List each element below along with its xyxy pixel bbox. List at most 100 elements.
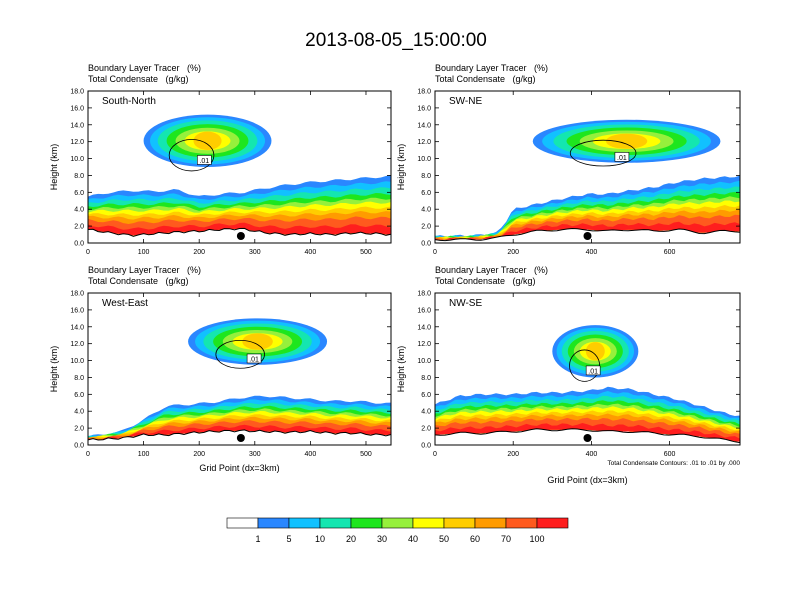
y-tick-label: 2.0: [421, 224, 431, 231]
upper-plume-band: [605, 133, 648, 149]
site-marker: [583, 434, 592, 442]
panel-west-east: .01 West-East 0.0 2.0 4.0 6.0 8.0 10.0 12.0 14.0 1…: [49, 291, 392, 473]
x-tick-label: 300: [249, 249, 261, 256]
panel-direction-label: NW-SE: [449, 298, 482, 309]
y-tick-label: 4.0: [74, 207, 84, 214]
y-tick-label: 10.0: [70, 156, 84, 163]
panel-direction-label: West-East: [102, 298, 148, 309]
panel-field-caption: Boundary Layer Tracer (%) Total Condensa…: [88, 265, 202, 286]
pbl-tracer-band: [435, 423, 740, 442]
x-tick-label: 0: [433, 249, 437, 256]
pbl-tracer-band: [435, 221, 740, 241]
y-tick-label: 2.0: [74, 224, 84, 231]
x-tick-label: 600: [664, 451, 676, 458]
terrain-line: [88, 429, 391, 441]
y-tick-label: 18.0: [417, 89, 431, 96]
y-tick-label: 14.0: [70, 324, 84, 331]
contour-label-box: [197, 155, 212, 165]
y-tick-label: 12.0: [70, 139, 84, 146]
terrain-line: [88, 227, 391, 237]
terrain-line: [435, 227, 740, 242]
x-tick-label: 0: [433, 451, 437, 458]
x-axis-label: Grid Point (dx=3km): [547, 475, 627, 485]
upper-plume-band: [193, 131, 222, 150]
y-axis-label: Height (km): [396, 346, 406, 393]
y-tick-label: 14.0: [70, 122, 84, 129]
y-tick-label: 0.0: [74, 241, 84, 248]
x-tick-label: 400: [586, 451, 598, 458]
y-tick-label: 6.0: [421, 190, 431, 197]
upper-plume-band: [242, 333, 273, 350]
y-tick-label: 12.0: [70, 341, 84, 348]
y-tick-label: 12.0: [417, 341, 431, 348]
x-tick-label: 500: [360, 451, 372, 458]
y-tick-label: 8.0: [74, 375, 84, 382]
y-tick-label: 8.0: [421, 375, 431, 382]
upper-plume-band: [585, 342, 605, 361]
contour-info: Total Condensate Contours: .01 to .01 by…: [607, 460, 740, 467]
y-tick-label: 6.0: [74, 392, 84, 399]
panel-frame: [434, 292, 741, 446]
x-tick-label: 200: [507, 249, 519, 256]
contour-label: .01: [588, 368, 598, 375]
panel-direction-label: South-North: [102, 96, 156, 107]
x-tick-label: 100: [138, 249, 150, 256]
panel-direction-label: SW-NE: [449, 96, 482, 107]
x-tick-label: 0: [86, 451, 90, 458]
pbl-tracer-band: [88, 424, 391, 441]
x-tick-label: 400: [586, 249, 598, 256]
panel-field-caption: Boundary Layer Tracer (%) Total Condensa…: [435, 265, 549, 286]
x-tick-label: 600: [664, 249, 676, 256]
y-tick-label: 16.0: [70, 307, 84, 314]
y-tick-label: 18.0: [70, 89, 84, 96]
y-tick-label: 16.0: [417, 307, 431, 314]
panel-nw-se: .01 NW-SE 0.0 2.0 4.0 6.0 8.0 10.0 12.0 14.0 16.0 1…: [396, 291, 741, 485]
panel-frame: [87, 90, 392, 244]
y-tick-label: 14.0: [417, 324, 431, 331]
x-tick-label: 200: [507, 451, 519, 458]
y-tick-label: 10.0: [70, 358, 84, 365]
panel-field-caption: Boundary Layer Tracer (%) Total Condensa…: [435, 63, 549, 84]
panel-frame: [434, 90, 741, 244]
y-tick-label: 6.0: [74, 190, 84, 197]
y-tick-label: 18.0: [417, 291, 431, 298]
x-tick-label: 200: [193, 451, 205, 458]
contour-label: .01: [617, 155, 627, 162]
y-tick-label: 4.0: [421, 207, 431, 214]
panel-field-caption: Boundary Layer Tracer (%) Total Condensa…: [88, 63, 202, 84]
site-marker: [236, 434, 245, 442]
condensate-contour: [168, 139, 215, 172]
y-tick-label: 8.0: [421, 173, 431, 180]
y-tick-label: 0.0: [74, 443, 84, 450]
y-tick-label: 16.0: [417, 105, 431, 112]
y-tick-label: 14.0: [417, 122, 431, 129]
condensate-contour: [215, 339, 265, 369]
condensate-contour: [569, 139, 637, 167]
x-tick-label: 0: [86, 249, 90, 256]
y-tick-label: 18.0: [70, 291, 84, 298]
y-tick-label: 4.0: [74, 409, 84, 416]
y-axis-label: Height (km): [396, 144, 406, 191]
x-tick-label: 400: [305, 451, 317, 458]
y-tick-label: 12.0: [417, 139, 431, 146]
contour-label-box: [614, 152, 630, 162]
contour-label-box: [246, 353, 262, 364]
site-marker: [583, 232, 592, 240]
terrain-line: [435, 428, 740, 444]
panel-south-north: .01 South-North 0.0 2.0 4.0 6.0 8.0 10.0 12.0 14.…: [49, 89, 392, 256]
y-tick-label: 8.0: [74, 173, 84, 180]
y-axis-label: Height (km): [49, 346, 59, 393]
x-tick-label: 500: [360, 249, 372, 256]
site-marker: [236, 232, 245, 240]
y-tick-label: 4.0: [421, 409, 431, 416]
contour-label: .01: [199, 158, 209, 165]
contour-label: .01: [249, 356, 259, 363]
contour-label-box: [585, 365, 601, 376]
y-tick-label: 10.0: [417, 156, 431, 163]
x-tick-label: 400: [305, 249, 317, 256]
y-tick-label: 2.0: [74, 426, 84, 433]
panel-frame: [87, 292, 392, 446]
y-tick-label: 10.0: [417, 358, 431, 365]
